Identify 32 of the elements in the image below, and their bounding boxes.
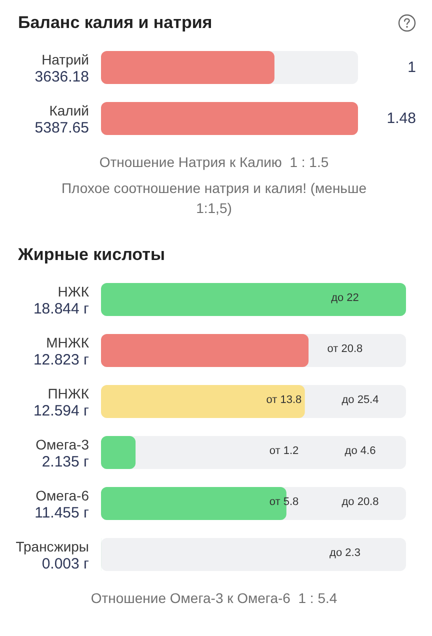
data-label: 2.135 г [42,454,90,470]
annotation: до 20.8 [340,494,380,508]
text: Отношение Натрия к Калию 1 : 1.5 [98,153,330,172]
text: 1 [408,58,416,78]
annotation: до 4.6 [344,444,377,458]
y-tick-label: Трансжиры [16,538,89,554]
y-tick-label: НЖК [58,284,90,300]
annotation: до 2.3 [328,546,362,560]
data-label: 0.003 г [42,556,90,572]
y-tick-label: Омега-3 [36,436,90,452]
data-label: 12.594 г [33,402,90,420]
y-tick-label: Калий [49,102,89,118]
data-label: 11.455 г [34,504,90,522]
chart-title: Баланс калия и натрия [17,12,214,34]
y-tick-label: Натрий [42,52,89,68]
annotation: до 25.4 [340,392,380,406]
bar [101,436,136,469]
data-label: 3636.18 [34,68,89,86]
text: 1.48 [386,108,416,128]
data-label: 12.823 г [33,352,90,368]
data-label: 5387.65 [34,120,89,136]
y-tick-label: МНЖК [46,334,90,350]
annotation: от 1.2 [268,444,300,458]
annotation: от 13.8 [265,392,303,406]
y-tick-label: ПНЖК [48,386,90,402]
text: Отношение Омега-3 к Омега-6 1 : 5.4 [90,589,338,608]
y-tick-label: Омега-6 [36,488,90,504]
annotation: до 22 [330,290,360,304]
text: Плохое соотношение натрия и калия! (меньше 1:1,5) [60,179,368,218]
annotation: от 20.8 [326,342,364,356]
chart-title: Жирные кислоты [17,244,166,266]
data-label: 18.844 г [33,300,90,318]
